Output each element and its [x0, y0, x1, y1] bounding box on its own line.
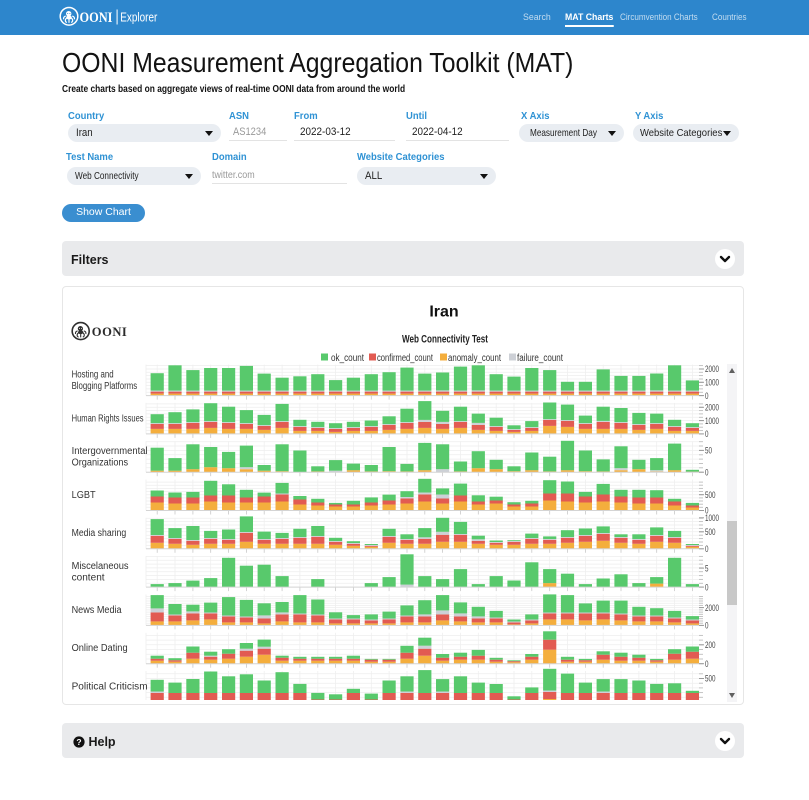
svg-text:failure_count: failure_count [517, 353, 563, 364]
svg-text:ok_count: ok_count [331, 353, 364, 364]
svg-text:OONI: OONI [92, 325, 128, 339]
svg-text:anomaly_count: anomaly_count [448, 353, 501, 364]
svg-text:?: ? [76, 737, 81, 747]
svg-text:confirmed_count: confirmed_count [377, 353, 433, 364]
svg-text:Iran: Iran [429, 304, 458, 321]
svg-text:Explorer: Explorer [120, 10, 158, 25]
svg-text:Web Connectivity Test: Web Connectivity Test [402, 334, 488, 346]
svg-text:OONI: OONI [80, 10, 113, 26]
